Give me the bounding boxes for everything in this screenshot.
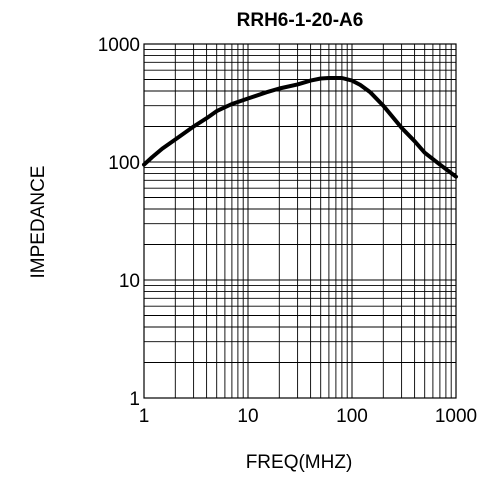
y-tick-label: 1000 bbox=[98, 35, 140, 56]
x-tick-label: 100 bbox=[336, 406, 368, 427]
grid-lines bbox=[143, 43, 457, 399]
plot-frame bbox=[143, 43, 457, 399]
y-tick-label: 100 bbox=[108, 153, 140, 174]
x-tick-labels: 1 10 100 1000 bbox=[139, 406, 477, 427]
x-axis-label: FREQ(MHZ) bbox=[246, 452, 353, 473]
y-axis-label: IMPEDANCE bbox=[28, 166, 49, 279]
y-tick-labels: 1000 100 10 1 bbox=[98, 35, 140, 410]
y-tick-label: 10 bbox=[119, 271, 140, 292]
x-tick-label: 1000 bbox=[435, 406, 477, 427]
x-tick-label: 1 bbox=[139, 406, 150, 427]
y-tick-label: 1 bbox=[129, 389, 140, 410]
impedance-curve bbox=[142, 76, 458, 179]
x-tick-label: 10 bbox=[237, 406, 258, 427]
chart-title: RRH6-1-20-A6 bbox=[237, 10, 364, 31]
